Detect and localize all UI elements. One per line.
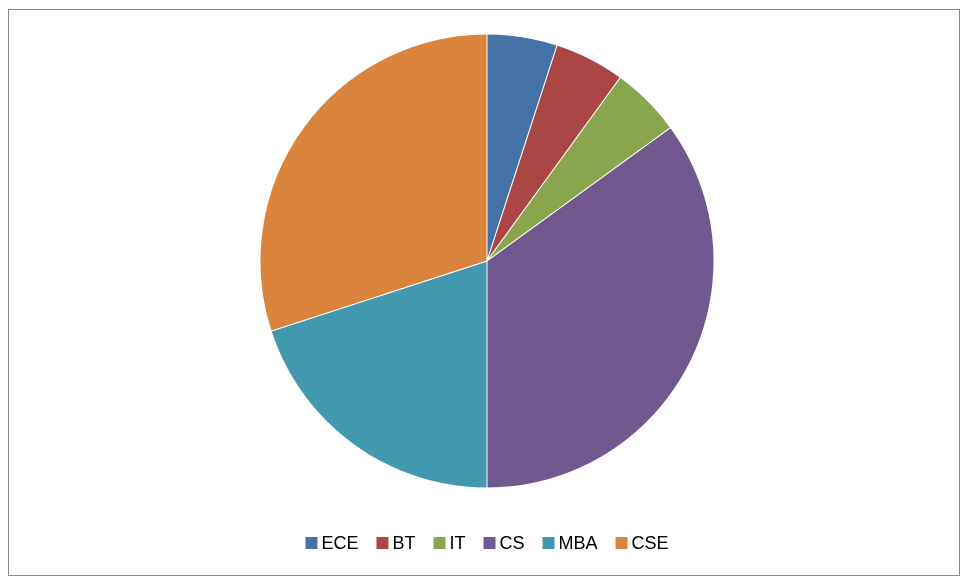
legend-label: CSE xyxy=(632,533,669,553)
legend-swatch xyxy=(305,537,318,549)
legend-label: IT xyxy=(449,533,465,553)
legend-swatch xyxy=(483,537,496,549)
legend-swatch xyxy=(433,537,446,549)
legend-swatch xyxy=(376,537,389,549)
legend-label: BT xyxy=(392,533,415,553)
pie-slice xyxy=(486,126,715,489)
legend-label: CS xyxy=(499,533,524,553)
pie-slice xyxy=(270,260,488,489)
legend-label: MBA xyxy=(559,533,598,553)
pie-slice xyxy=(259,33,488,332)
legend-swatch xyxy=(615,537,628,549)
legend-label: ECE xyxy=(321,533,358,553)
legend-swatch xyxy=(542,537,555,549)
